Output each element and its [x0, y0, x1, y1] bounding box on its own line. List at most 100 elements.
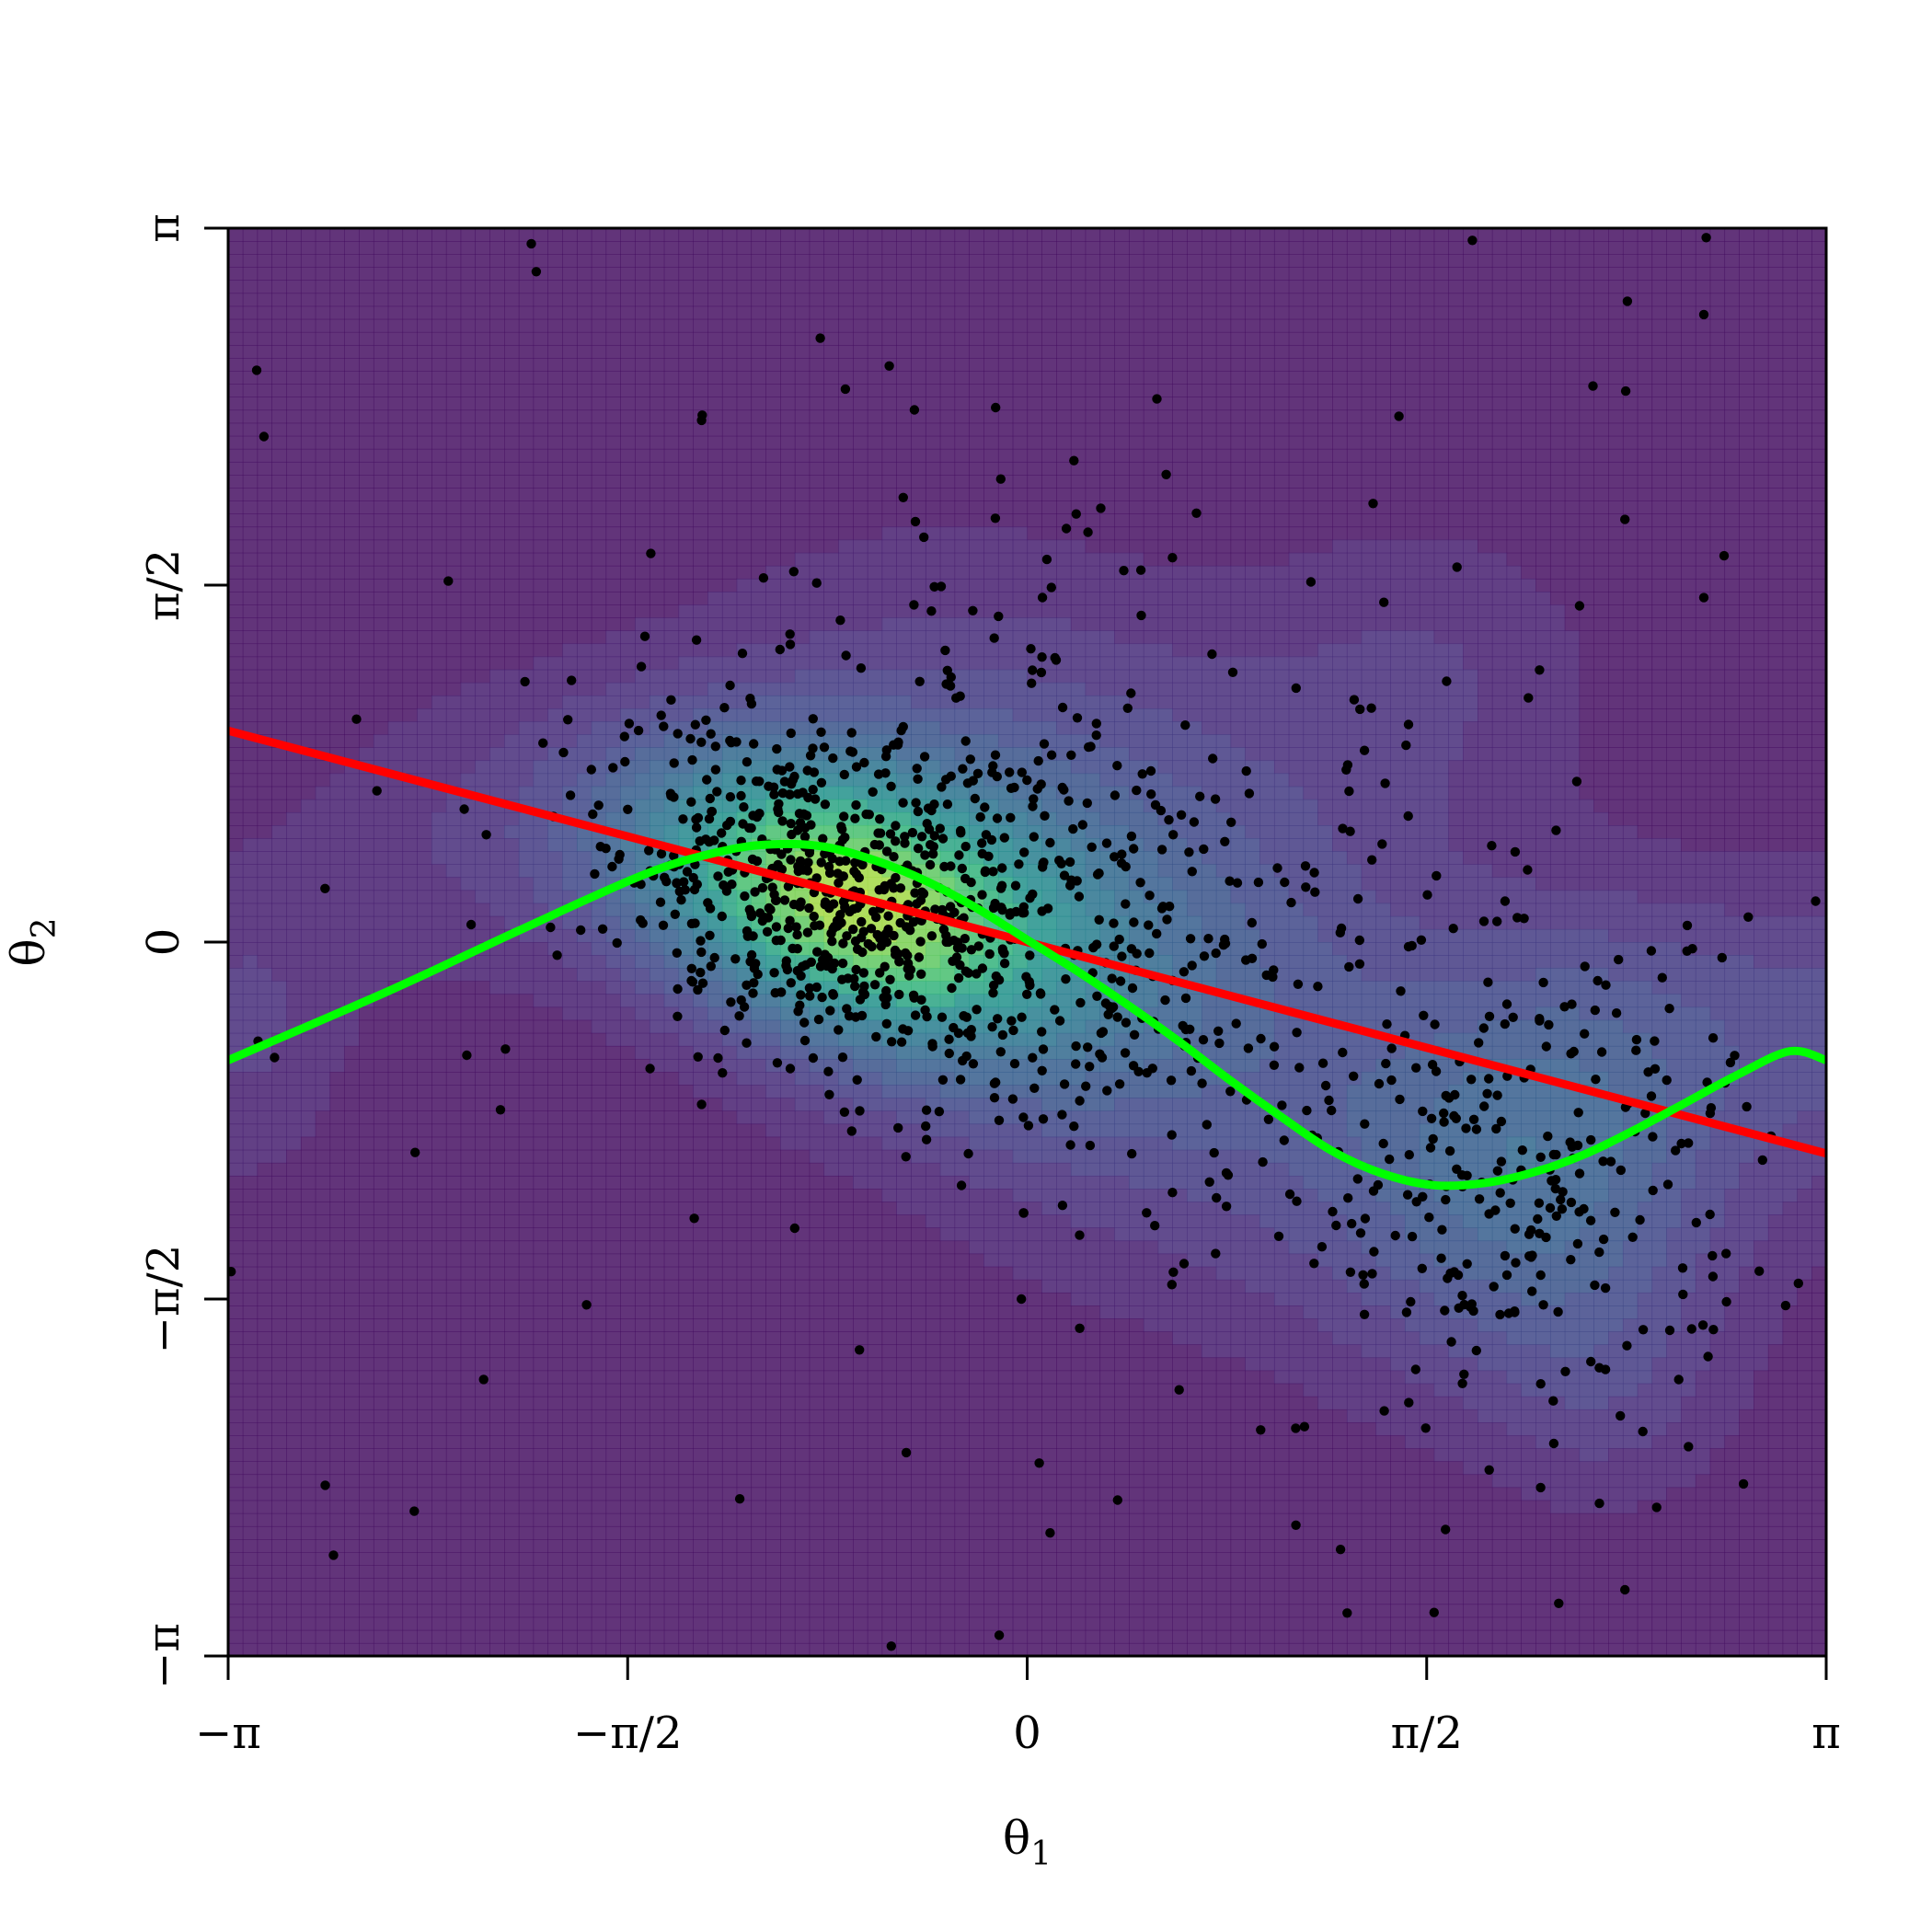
density-cell	[286, 422, 302, 437]
density-cell	[315, 1448, 331, 1462]
density-cell	[780, 280, 796, 294]
density-cell	[300, 669, 316, 684]
density-cell	[809, 344, 825, 359]
density-cell	[402, 1045, 418, 1060]
density-cell	[271, 1383, 287, 1397]
density-cell	[387, 630, 404, 645]
density-cell	[373, 422, 389, 437]
density-cell	[620, 1642, 636, 1656]
density-cell	[838, 708, 854, 722]
density-cell	[780, 1266, 796, 1281]
density-cell	[881, 669, 897, 684]
density-cell	[678, 942, 694, 956]
density-cell	[286, 592, 302, 605]
density-cell	[707, 708, 723, 722]
density-cell	[576, 1409, 592, 1423]
density-cell	[445, 409, 462, 424]
density-cell	[489, 682, 505, 696]
density-cell	[635, 448, 650, 463]
density-cell	[315, 1370, 331, 1385]
density-cell	[257, 475, 272, 489]
density-cell	[373, 1578, 389, 1593]
density-cell	[721, 331, 738, 346]
density-cell	[533, 448, 548, 463]
density-cell	[576, 1136, 592, 1151]
density-cell	[823, 1370, 839, 1385]
density-cell	[823, 1123, 839, 1138]
density-cell	[678, 1006, 694, 1021]
density-cell	[373, 1487, 389, 1501]
density-cell	[315, 526, 331, 541]
density-cell	[475, 1616, 490, 1631]
density-cell	[257, 1240, 272, 1255]
density-cell	[475, 1487, 490, 1501]
density-cell	[765, 721, 781, 735]
density-cell	[562, 604, 578, 618]
density-cell	[707, 267, 723, 282]
density-cell	[518, 838, 535, 852]
density-cell	[794, 305, 811, 320]
density-cell	[620, 1149, 636, 1164]
density-cell	[562, 513, 578, 528]
density-cell	[460, 1072, 477, 1086]
density-cell	[359, 1370, 374, 1385]
density-cell	[518, 656, 535, 671]
density-cell	[489, 1552, 505, 1566]
density-cell	[576, 1396, 592, 1410]
density-cell	[823, 578, 839, 592]
density-cell	[736, 1189, 753, 1202]
density-cell	[518, 1435, 535, 1449]
density-cell	[751, 630, 766, 645]
density-cell	[387, 1370, 404, 1385]
density-cell	[271, 539, 287, 554]
density-cell	[344, 1461, 360, 1476]
density-cell	[504, 981, 520, 995]
density-cell	[635, 358, 650, 372]
density-cell	[286, 825, 302, 839]
density-cell	[635, 1110, 650, 1125]
density-cell	[867, 1136, 883, 1151]
density-cell	[518, 1383, 535, 1397]
density-cell	[809, 1629, 825, 1644]
density-cell	[547, 1344, 563, 1359]
density-cell	[736, 241, 753, 255]
density-cell	[242, 708, 259, 722]
density-cell	[663, 1098, 680, 1112]
density-cell	[867, 994, 883, 1008]
density-cell	[359, 1565, 374, 1579]
density-cell	[286, 981, 302, 995]
density-cell	[431, 942, 447, 956]
density-cell	[373, 1629, 389, 1644]
density-cell	[620, 578, 636, 592]
density-cell	[359, 1383, 374, 1397]
density-cell	[547, 994, 563, 1008]
density-cell	[663, 669, 680, 684]
density-cell	[329, 1331, 345, 1345]
density-cell	[228, 1565, 244, 1579]
density-cell	[663, 1318, 680, 1332]
density-cell	[794, 1266, 811, 1281]
density-cell	[228, 1189, 244, 1202]
density-cell	[649, 1539, 665, 1553]
density-cell	[402, 318, 418, 333]
density-cell	[620, 409, 636, 424]
density-cell	[417, 1214, 432, 1228]
density-cell	[649, 682, 665, 696]
density-cell	[475, 760, 490, 775]
density-cell	[823, 604, 839, 618]
density-cell	[780, 695, 796, 709]
density-cell	[635, 397, 650, 411]
density-cell	[838, 422, 854, 437]
density-cell	[417, 1279, 432, 1294]
density-cell	[518, 228, 535, 242]
density-cell	[300, 928, 316, 943]
density-cell	[547, 1331, 563, 1345]
density-cell	[228, 981, 244, 995]
density-cell	[591, 1629, 607, 1644]
density-cell	[678, 539, 694, 554]
density-cell	[635, 643, 650, 658]
density-cell	[707, 942, 723, 956]
density-cell	[504, 358, 520, 372]
density-cell	[838, 241, 854, 255]
density-cell	[823, 409, 839, 424]
